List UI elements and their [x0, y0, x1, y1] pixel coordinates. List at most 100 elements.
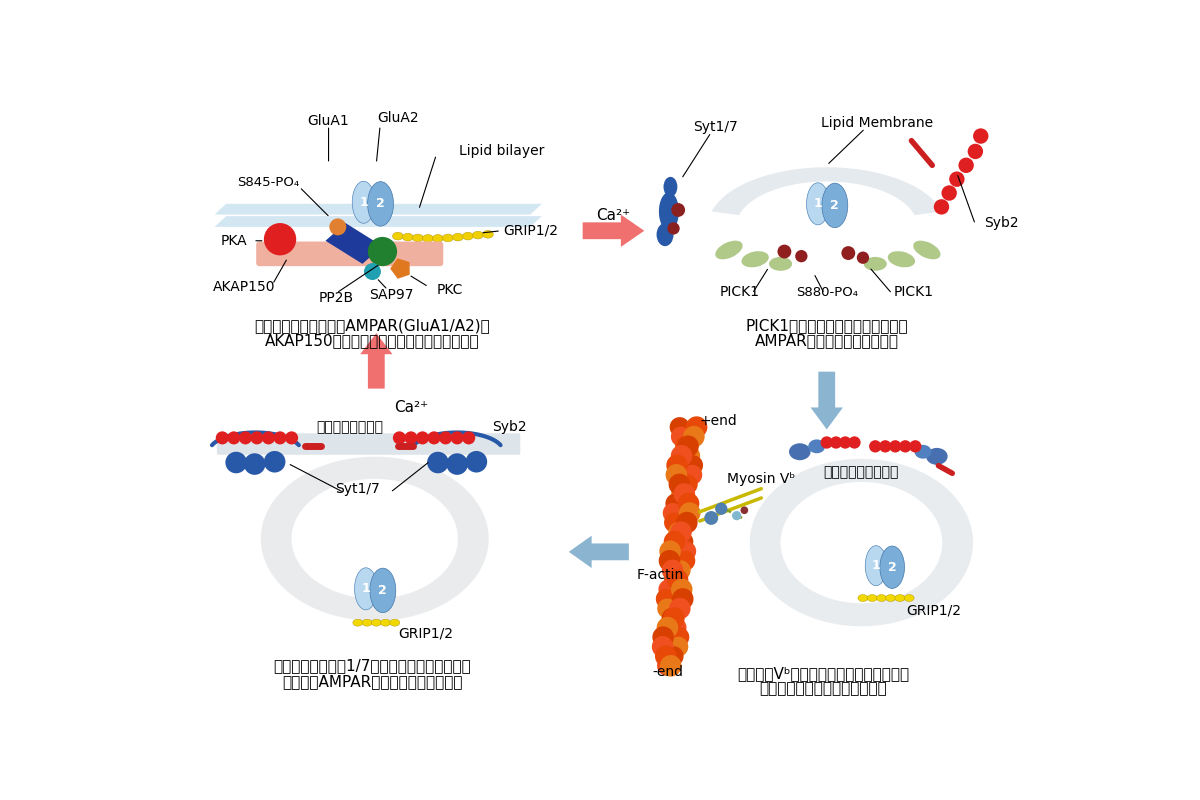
Circle shape	[226, 452, 247, 474]
Circle shape	[466, 451, 487, 473]
Circle shape	[671, 578, 692, 600]
Circle shape	[658, 598, 677, 618]
Circle shape	[653, 626, 674, 648]
Circle shape	[670, 598, 690, 619]
Circle shape	[404, 431, 418, 445]
Text: AKAP150複合体によるリン酸化・脱リン酸化: AKAP150複合体によるリン酸化・脱リン酸化	[265, 334, 480, 348]
Ellipse shape	[715, 241, 743, 259]
Circle shape	[666, 464, 688, 486]
Polygon shape	[360, 333, 392, 389]
Text: +end: +end	[700, 414, 738, 428]
Circle shape	[899, 440, 912, 453]
Circle shape	[659, 541, 680, 562]
Circle shape	[664, 607, 685, 629]
Text: Syb2: Syb2	[492, 420, 527, 434]
Circle shape	[439, 431, 452, 445]
Ellipse shape	[422, 234, 433, 242]
Text: GRIP1/2: GRIP1/2	[398, 626, 452, 641]
Circle shape	[216, 431, 229, 445]
Circle shape	[670, 627, 689, 647]
Circle shape	[830, 436, 842, 449]
Circle shape	[676, 512, 697, 534]
Circle shape	[264, 451, 286, 473]
Circle shape	[666, 454, 688, 476]
Circle shape	[732, 511, 742, 520]
Circle shape	[664, 531, 685, 553]
Ellipse shape	[354, 568, 377, 610]
Circle shape	[683, 465, 702, 485]
Circle shape	[934, 199, 949, 214]
Circle shape	[227, 431, 240, 445]
Circle shape	[659, 579, 678, 599]
Text: AMPARのエンドサイトーシス: AMPARのエンドサイトーシス	[755, 334, 899, 348]
Circle shape	[821, 436, 833, 449]
Ellipse shape	[370, 568, 396, 613]
Circle shape	[959, 158, 974, 173]
Ellipse shape	[913, 241, 941, 259]
Circle shape	[740, 506, 749, 514]
Ellipse shape	[914, 445, 931, 458]
Ellipse shape	[371, 619, 382, 626]
Circle shape	[839, 436, 851, 449]
Polygon shape	[215, 216, 542, 227]
Circle shape	[671, 484, 691, 504]
FancyBboxPatch shape	[256, 242, 443, 266]
Circle shape	[949, 171, 965, 187]
Text: 2: 2	[376, 198, 385, 210]
Circle shape	[857, 251, 869, 264]
Ellipse shape	[432, 234, 443, 242]
Circle shape	[664, 513, 684, 533]
Ellipse shape	[888, 251, 916, 267]
Ellipse shape	[390, 619, 400, 626]
Polygon shape	[215, 204, 542, 214]
Ellipse shape	[413, 234, 424, 242]
Text: 1: 1	[361, 582, 371, 595]
Ellipse shape	[809, 439, 826, 454]
Ellipse shape	[452, 234, 463, 241]
Circle shape	[715, 502, 727, 515]
Circle shape	[662, 503, 683, 523]
Text: シナプス後膜周辺: シナプス後膜周辺	[316, 420, 383, 434]
Circle shape	[676, 542, 696, 562]
Circle shape	[671, 203, 685, 217]
Circle shape	[678, 474, 697, 494]
Circle shape	[329, 218, 347, 235]
Text: 2: 2	[378, 584, 388, 597]
Circle shape	[427, 452, 449, 474]
Circle shape	[678, 493, 700, 514]
Ellipse shape	[664, 177, 677, 197]
Ellipse shape	[380, 619, 390, 626]
Circle shape	[655, 646, 677, 667]
Text: -end: -end	[652, 665, 683, 679]
Circle shape	[427, 431, 440, 445]
Circle shape	[392, 431, 406, 445]
Circle shape	[239, 431, 252, 445]
Text: GluA1: GluA1	[307, 114, 349, 128]
Ellipse shape	[392, 232, 403, 240]
Circle shape	[656, 617, 678, 638]
Circle shape	[673, 532, 694, 552]
Text: SAP97: SAP97	[370, 288, 414, 302]
Ellipse shape	[868, 594, 877, 602]
Polygon shape	[569, 536, 629, 568]
Circle shape	[778, 245, 791, 258]
Ellipse shape	[353, 182, 374, 223]
Circle shape	[680, 446, 700, 466]
Ellipse shape	[864, 257, 887, 270]
Circle shape	[910, 440, 922, 453]
Circle shape	[666, 618, 686, 638]
Text: Lipid bilayer: Lipid bilayer	[460, 145, 545, 158]
Ellipse shape	[880, 546, 905, 589]
Ellipse shape	[443, 234, 454, 242]
Circle shape	[673, 483, 695, 505]
Circle shape	[670, 417, 690, 437]
Text: 1: 1	[814, 198, 822, 210]
FancyBboxPatch shape	[217, 434, 521, 455]
Text: 1: 1	[871, 559, 881, 572]
Ellipse shape	[876, 594, 887, 602]
Polygon shape	[810, 372, 842, 430]
Circle shape	[658, 656, 677, 676]
Text: GRIP1/2: GRIP1/2	[503, 224, 558, 238]
Text: GRIP1/2: GRIP1/2	[906, 603, 961, 618]
Ellipse shape	[656, 223, 673, 246]
